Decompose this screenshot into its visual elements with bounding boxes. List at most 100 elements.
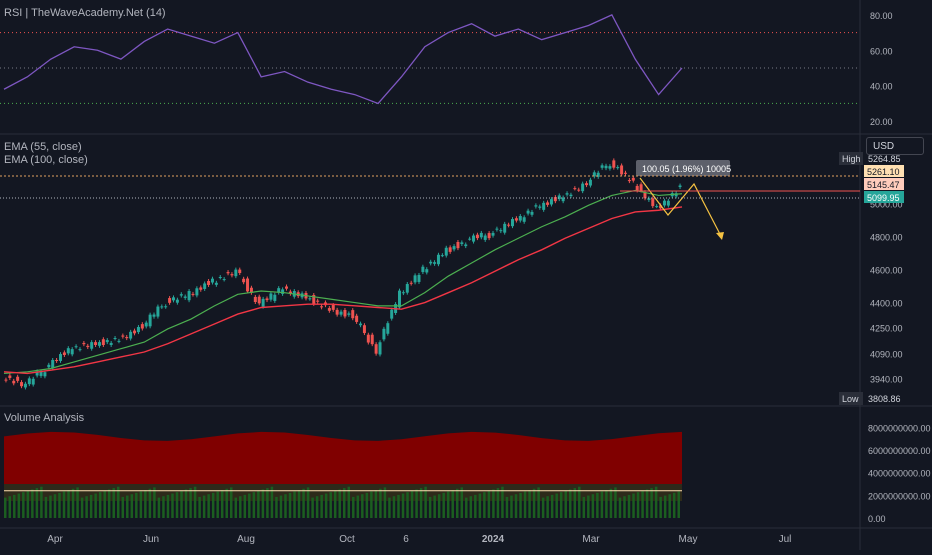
- volume-bar: [523, 491, 527, 518]
- currency-button[interactable]: USD: [866, 137, 924, 155]
- candle-body: [261, 298, 265, 307]
- candle-body: [265, 298, 269, 301]
- candle-body: [152, 314, 156, 317]
- volume-bar: [627, 494, 631, 518]
- candle-body: [491, 232, 495, 236]
- price-tag-label: 5099.95: [867, 193, 900, 203]
- candle-body: [273, 294, 277, 301]
- candle-body: [662, 200, 666, 206]
- candle-body: [413, 275, 417, 283]
- time-axis-label: 6: [403, 534, 409, 545]
- candle-body: [612, 160, 616, 168]
- price-tick-label: 4400.00: [870, 299, 903, 309]
- volume-bar: [528, 490, 531, 518]
- volume-bar: [374, 490, 378, 518]
- low-tag-value: 3808.86: [868, 394, 901, 404]
- volume-bar: [211, 492, 215, 518]
- volume-bar: [216, 491, 219, 518]
- volume-bar: [668, 494, 671, 518]
- candle-body: [464, 244, 468, 247]
- candle-body: [460, 242, 464, 245]
- candle-body: [86, 345, 90, 348]
- volume-bar: [4, 497, 7, 518]
- candle-body: [631, 177, 635, 181]
- time-axis-label: Jun: [143, 534, 159, 545]
- candle-body: [655, 206, 659, 208]
- volume-bar: [202, 495, 206, 518]
- rsi-tick-label: 80.00: [870, 11, 893, 21]
- volume-bar: [578, 486, 581, 518]
- volume-bar: [379, 488, 382, 518]
- candle-body: [522, 217, 526, 222]
- candle-body: [647, 198, 651, 200]
- candle-body: [66, 348, 70, 354]
- candle-body: [374, 344, 378, 354]
- volume-bar: [609, 488, 613, 518]
- candle-body: [257, 296, 261, 304]
- candle-body: [164, 306, 168, 308]
- price-tick-label: 4800.00: [870, 233, 903, 243]
- volume-bar: [117, 486, 120, 518]
- volume-bar: [605, 490, 608, 518]
- volume-bar: [144, 490, 147, 518]
- volume-bar: [424, 486, 427, 518]
- volume-bar: [636, 492, 640, 518]
- measure-annotation[interactable]: 100.05 (1.96%) 10005: [636, 160, 731, 176]
- candle-body: [588, 179, 592, 186]
- volume-bar: [171, 493, 174, 518]
- volume-bar: [112, 488, 115, 518]
- candle-body: [31, 378, 35, 385]
- candle-body: [230, 274, 234, 276]
- candle-body: [678, 185, 682, 188]
- volume-bar: [361, 494, 364, 518]
- volume-bar: [550, 494, 554, 518]
- volume-bar: [442, 492, 445, 518]
- volume-bar: [248, 493, 251, 518]
- candle-body: [39, 371, 43, 376]
- high-tag-value: 5264.85: [868, 154, 901, 164]
- candle-body: [639, 184, 643, 191]
- volume-bar: [456, 488, 459, 518]
- projection-arrow[interactable]: [639, 177, 724, 240]
- volume-indicator-label[interactable]: Volume Analysis: [4, 412, 85, 424]
- volume-tick-label: 0.00: [868, 514, 886, 524]
- candle-body: [616, 167, 620, 169]
- candle-body: [316, 300, 320, 302]
- volume-bar: [483, 492, 486, 518]
- candle-body: [390, 309, 394, 319]
- candle-body: [503, 223, 507, 233]
- candle-body: [4, 379, 8, 381]
- volume-bar: [261, 489, 265, 518]
- volume-bar: [103, 490, 106, 518]
- rsi-tick-label: 20.00: [870, 117, 893, 127]
- candle-body: [526, 210, 530, 214]
- volume-bar: [98, 492, 102, 518]
- volume-bar: [324, 493, 328, 518]
- candle-body: [355, 315, 359, 322]
- volume-bar: [306, 487, 310, 518]
- volume-bar: [641, 490, 644, 518]
- candle-body: [105, 340, 109, 343]
- volume-bar: [582, 496, 586, 518]
- candle-body: [635, 185, 639, 191]
- candle-body: [35, 371, 39, 376]
- volume-bar: [89, 494, 93, 518]
- candle-body: [456, 241, 460, 249]
- volume-bar: [356, 495, 360, 518]
- volume-bar: [505, 496, 509, 518]
- volume-bar: [559, 492, 563, 518]
- measure-label-box: [636, 160, 730, 176]
- ema100-indicator-label[interactable]: EMA (100, close): [4, 154, 88, 166]
- rsi-indicator-label[interactable]: RSI | TheWaveAcademy.Net (14): [4, 7, 166, 19]
- candle-body: [530, 211, 534, 215]
- candle-body: [448, 247, 452, 252]
- price-tick-label: 5000.00: [870, 200, 903, 210]
- volume-bar: [189, 488, 192, 518]
- candle-body: [362, 325, 366, 334]
- candle-body: [366, 334, 370, 343]
- ema55-indicator-label[interactable]: EMA (55, close): [4, 141, 82, 153]
- candle-body: [542, 202, 546, 210]
- volume-bar: [31, 489, 34, 518]
